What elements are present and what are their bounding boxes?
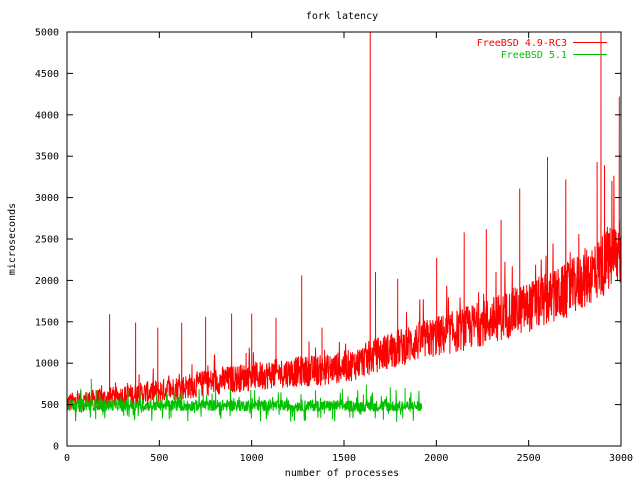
x-tick-label: 500 xyxy=(150,453,168,464)
x-tick-label: 3000 xyxy=(609,453,633,464)
y-tick-label: 3000 xyxy=(35,193,59,204)
y-tick-label: 4000 xyxy=(35,110,59,121)
x-axis-label: number of processes xyxy=(285,468,399,479)
y-tick-label: 1500 xyxy=(35,317,59,328)
y-axis-label: microseconds xyxy=(7,203,18,275)
chart-title: fork latency xyxy=(306,11,378,22)
y-tick-label: 2000 xyxy=(35,276,59,287)
plot-frame xyxy=(66,31,622,447)
y-tick-label: 3500 xyxy=(35,152,59,163)
ticks-layer: 0 500 1000 1500 2000 2500 3000 0 500 1000 1500 2000… xyxy=(35,28,633,465)
x-tick-label: 1500 xyxy=(332,453,356,464)
x-tick-label: 0 xyxy=(64,453,70,464)
y-tick-label: 5000 xyxy=(35,28,59,39)
series-line-1 xyxy=(66,31,622,413)
series-layer xyxy=(66,31,622,423)
legend-label: FreeBSD 5.1 xyxy=(501,50,567,61)
series-line-2 xyxy=(66,378,423,423)
x-tick-label: 2000 xyxy=(424,453,448,464)
y-tick-label: 0 xyxy=(53,442,59,453)
y-tick-label: 500 xyxy=(41,400,59,411)
y-tick-label: 1000 xyxy=(35,359,59,370)
legend-label: FreeBSD 4.9-RC3 xyxy=(477,38,567,49)
x-tick-label: 2500 xyxy=(517,453,541,464)
y-tick-label: 2500 xyxy=(35,235,59,246)
y-tick-label: 4500 xyxy=(35,69,59,80)
x-tick-label: 1000 xyxy=(240,453,264,464)
